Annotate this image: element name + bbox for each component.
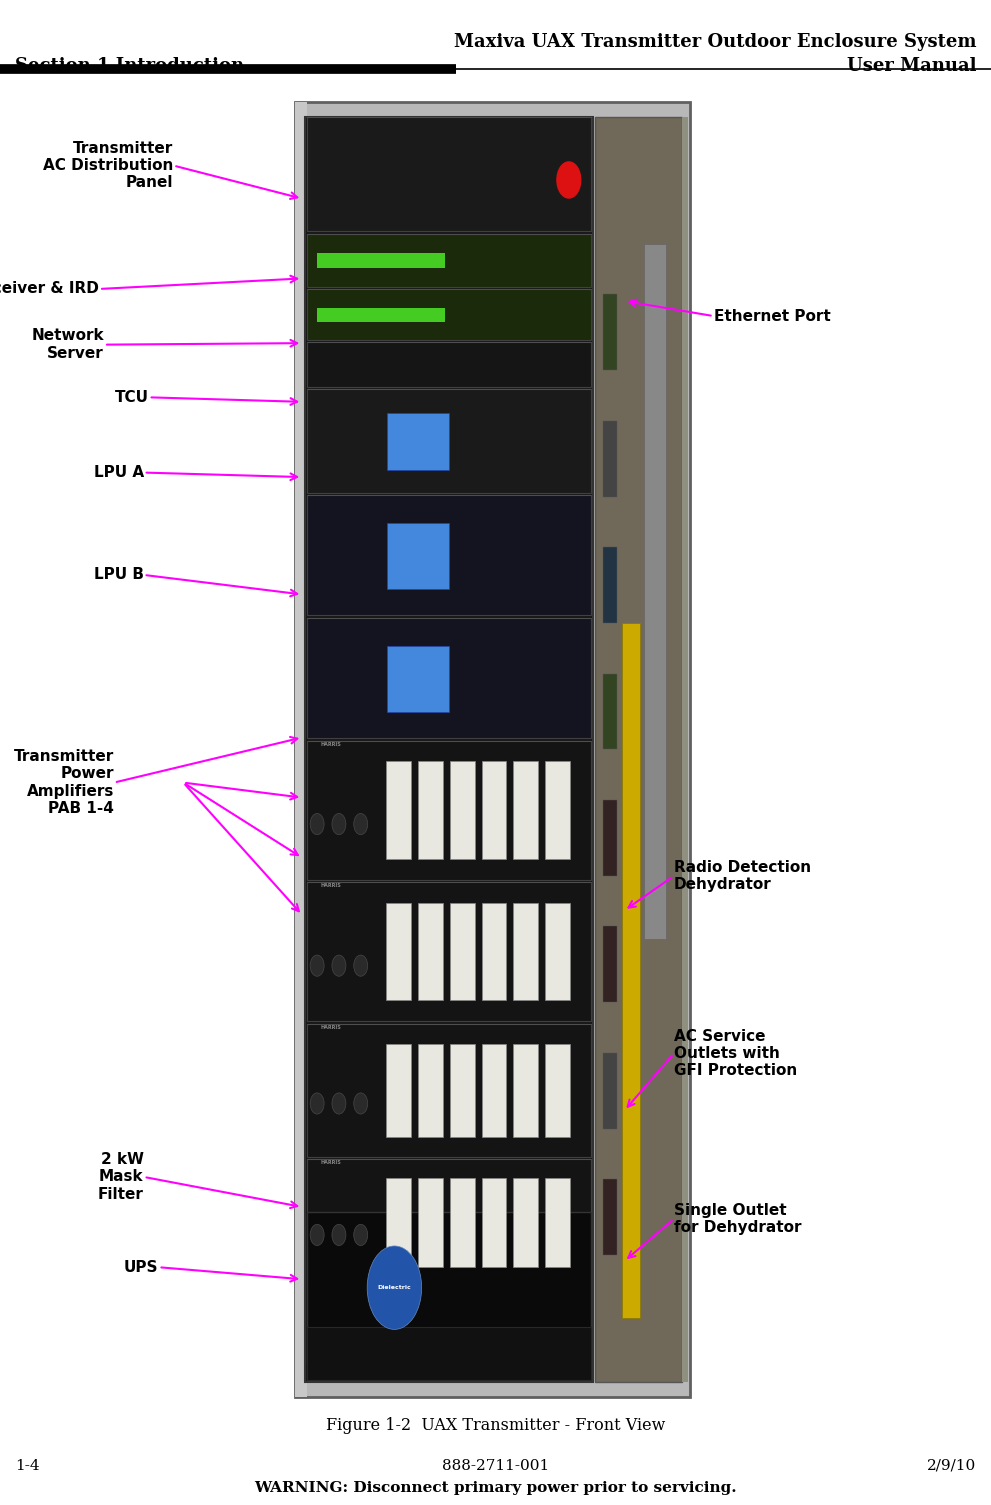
Text: Figure 1-2  UAX Transmitter - Front View: Figure 1-2 UAX Transmitter - Front View: [326, 1416, 665, 1434]
Bar: [603, 548, 617, 623]
Text: Transmitter
Power
Amplifiers
PAB 1-4: Transmitter Power Amplifiers PAB 1-4: [14, 749, 114, 816]
Bar: [317, 253, 445, 268]
Bar: [386, 646, 449, 712]
Bar: [603, 1054, 617, 1129]
Circle shape: [310, 956, 324, 977]
Text: HARRIS: HARRIS: [320, 742, 341, 746]
Bar: [603, 674, 617, 749]
Bar: [450, 903, 475, 1001]
Bar: [545, 903, 570, 1001]
Circle shape: [354, 1093, 368, 1114]
Bar: [682, 117, 688, 1382]
Bar: [295, 102, 690, 1397]
Bar: [595, 117, 682, 1382]
Circle shape: [354, 1225, 368, 1246]
Text: 1-4: 1-4: [15, 1458, 40, 1473]
Circle shape: [332, 1225, 346, 1246]
Bar: [386, 412, 449, 470]
Bar: [295, 102, 307, 1397]
Text: HARRIS: HARRIS: [320, 1025, 341, 1029]
Bar: [307, 117, 591, 232]
Bar: [603, 295, 617, 370]
Bar: [513, 903, 538, 1001]
Circle shape: [557, 163, 581, 199]
Text: 888-2711-001: 888-2711-001: [442, 1458, 549, 1473]
Text: Dielectric: Dielectric: [378, 1285, 411, 1290]
Bar: [307, 882, 591, 1022]
Bar: [482, 762, 506, 859]
Bar: [545, 762, 570, 859]
Text: User Manual: User Manual: [846, 57, 976, 75]
Bar: [603, 1180, 617, 1255]
Text: Single Outlet
for Dehydrator: Single Outlet for Dehydrator: [674, 1202, 802, 1236]
Bar: [450, 762, 475, 859]
Circle shape: [310, 1093, 324, 1114]
Circle shape: [354, 814, 368, 835]
Bar: [603, 927, 617, 1002]
Bar: [307, 495, 591, 616]
Circle shape: [354, 956, 368, 977]
Bar: [545, 1044, 570, 1136]
Bar: [386, 1044, 411, 1136]
Ellipse shape: [367, 1246, 422, 1329]
Bar: [307, 619, 591, 737]
Bar: [386, 1178, 411, 1267]
Bar: [482, 1044, 506, 1136]
Text: Maxiva UAX Transmitter Outdoor Enclosure System: Maxiva UAX Transmitter Outdoor Enclosure…: [454, 33, 976, 51]
Text: 2/9/10: 2/9/10: [927, 1458, 976, 1473]
Bar: [307, 1159, 591, 1285]
Circle shape: [332, 814, 346, 835]
Bar: [307, 390, 591, 492]
Circle shape: [332, 956, 346, 977]
Bar: [513, 762, 538, 859]
Text: Radio Detection
Dehydrator: Radio Detection Dehydrator: [674, 859, 811, 892]
Bar: [418, 1178, 443, 1267]
Bar: [307, 1023, 591, 1156]
Text: 2 kW
Mask
Filter: 2 kW Mask Filter: [98, 1151, 144, 1202]
Bar: [418, 903, 443, 1001]
Text: WARNING: Disconnect primary power prior to servicing.: WARNING: Disconnect primary power prior …: [254, 1481, 737, 1496]
Text: UPS: UPS: [124, 1260, 159, 1275]
Bar: [317, 309, 445, 322]
Bar: [386, 903, 411, 1001]
Circle shape: [310, 814, 324, 835]
Text: HARRIS: HARRIS: [320, 883, 341, 888]
Bar: [603, 801, 617, 876]
Bar: [603, 421, 617, 497]
Text: LPU A: LPU A: [93, 465, 144, 480]
Text: Sat. Receiver & IRD: Sat. Receiver & IRD: [0, 281, 99, 296]
Text: TCU: TCU: [115, 390, 149, 405]
Bar: [418, 762, 443, 859]
Bar: [513, 1044, 538, 1136]
Bar: [307, 343, 591, 387]
Circle shape: [310, 1225, 324, 1246]
Text: Network
Server: Network Server: [32, 328, 104, 361]
Text: Transmitter
AC Distribution
Panel: Transmitter AC Distribution Panel: [43, 140, 173, 191]
Bar: [545, 1178, 570, 1267]
Bar: [307, 289, 591, 340]
Bar: [513, 1178, 538, 1267]
Text: LPU B: LPU B: [94, 567, 144, 582]
Bar: [307, 740, 591, 880]
Bar: [307, 1327, 591, 1380]
Text: Section 1 Introduction: Section 1 Introduction: [15, 57, 244, 75]
Bar: [482, 1178, 506, 1267]
Bar: [307, 1212, 591, 1364]
Bar: [644, 244, 666, 939]
Bar: [418, 1044, 443, 1136]
Bar: [386, 524, 449, 588]
Text: HARRIS: HARRIS: [320, 1160, 341, 1165]
Bar: [450, 1178, 475, 1267]
Text: Ethernet Port: Ethernet Port: [714, 309, 830, 324]
Bar: [386, 762, 411, 859]
Circle shape: [332, 1093, 346, 1114]
Bar: [307, 233, 591, 287]
Bar: [482, 903, 506, 1001]
Bar: [450, 1044, 475, 1136]
Bar: [305, 117, 593, 1382]
Bar: [622, 623, 640, 1318]
Text: AC Service
Outlets with
GFI Protection: AC Service Outlets with GFI Protection: [674, 1028, 797, 1079]
